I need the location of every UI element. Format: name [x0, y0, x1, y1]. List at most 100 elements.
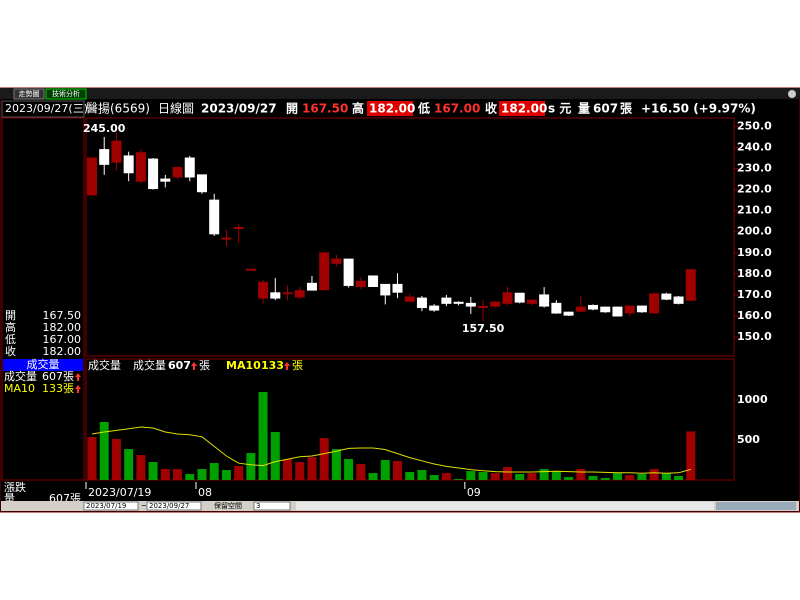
up-arrow	[191, 362, 197, 370]
low: 167.00	[434, 102, 480, 116]
candle-body	[99, 149, 110, 165]
volume-title: 成交量	[27, 357, 60, 371]
volume-bar	[551, 471, 561, 480]
y-tick-label: 1000	[737, 393, 768, 406]
tab-label: 走勢圖	[19, 89, 40, 98]
candle-body	[319, 252, 330, 291]
candle-body	[111, 140, 122, 163]
ma-line	[91, 426, 691, 474]
reserve-input[interactable]	[253, 501, 291, 511]
y-tick-label: 210.0	[737, 204, 772, 217]
candle-body	[649, 293, 660, 314]
end-date: 2023/09/27	[149, 502, 189, 510]
volume-bar	[136, 455, 146, 480]
volume-bar	[197, 469, 207, 480]
high: 182.00	[369, 102, 415, 116]
volume-bar	[246, 453, 256, 480]
up-arrow	[75, 385, 81, 393]
y-tick-label: 170.0	[737, 288, 772, 301]
volume-bar	[576, 469, 586, 480]
candle-body	[196, 174, 207, 193]
annotation: 245.00	[83, 122, 126, 135]
currency: s 元	[548, 102, 571, 116]
candle-body	[343, 258, 354, 286]
candle-body	[539, 294, 550, 307]
volume-bar	[478, 472, 488, 480]
stock-name: 醫揚(6569)	[86, 102, 150, 116]
zoom-buttons[interactable]	[716, 502, 796, 510]
volume-bar	[661, 473, 671, 480]
tab-bar	[0, 88, 800, 99]
scrollbar[interactable]	[296, 502, 714, 510]
candle-body	[282, 292, 293, 295]
tab-label: 技術分析	[52, 89, 80, 98]
candle-body	[661, 293, 672, 300]
volume-bar	[160, 469, 170, 480]
highlight	[499, 101, 545, 116]
up-arrow	[284, 362, 290, 370]
candle-body	[160, 178, 171, 182]
x-tick-label: 2023/07/19	[88, 486, 151, 499]
volume-bar	[527, 473, 537, 480]
y-tick-label: 240.0	[737, 140, 772, 153]
candle-body	[355, 280, 366, 287]
highlight	[367, 101, 413, 116]
volume-bar	[258, 392, 268, 480]
volume-bar	[490, 473, 500, 480]
volume: 607	[593, 102, 618, 116]
y-tick-label: 250.0	[737, 119, 772, 132]
search-icon[interactable]	[788, 90, 796, 98]
volume-bar	[331, 449, 341, 480]
volume-bar	[625, 475, 635, 480]
candle-body	[404, 296, 415, 302]
candle-body	[453, 301, 464, 304]
tab[interactable]	[13, 88, 45, 100]
volume-bar	[319, 438, 329, 480]
candle-body	[514, 292, 525, 303]
candle-body	[148, 158, 159, 190]
candle-body	[306, 282, 317, 291]
candle-body	[490, 301, 501, 307]
candle-body	[465, 302, 476, 307]
volume-bar	[429, 475, 439, 480]
candle-body	[600, 306, 611, 313]
volume-bar	[539, 469, 549, 480]
candle-body	[478, 306, 489, 309]
change: +16.50 (+9.97%)	[641, 102, 756, 116]
volume-bar	[221, 470, 231, 480]
legend-value: 607	[168, 359, 191, 372]
sidebar-label: 收	[5, 344, 16, 358]
volume-bar	[600, 478, 610, 480]
date-select[interactable]	[83, 501, 139, 511]
volume-bar	[649, 469, 659, 480]
volume-bar	[87, 437, 97, 480]
volume-bar	[612, 473, 622, 480]
annotation: 157.50	[462, 322, 505, 335]
volume-bar	[674, 476, 684, 480]
volume-bar	[356, 464, 366, 480]
label: 收	[485, 101, 497, 116]
candle-body	[526, 299, 537, 304]
volume-bar	[417, 470, 427, 480]
reserve-value: 3	[256, 502, 260, 510]
candle-body	[612, 306, 623, 317]
volume-bar	[380, 460, 390, 480]
tab[interactable]	[45, 88, 87, 100]
label: 高	[352, 101, 364, 116]
volume-bar	[588, 476, 598, 480]
candle-body	[123, 155, 134, 174]
volume-bar	[173, 469, 183, 480]
sidebar-label: 量	[4, 492, 15, 505]
candle-body	[441, 297, 452, 304]
volume-bar	[234, 466, 244, 480]
candle-body	[429, 305, 440, 311]
volume-bar	[283, 459, 293, 480]
legend-name: MA10	[226, 359, 261, 372]
sidebar-value: 167.00	[43, 333, 82, 346]
candle-body	[245, 268, 256, 271]
candle-body	[624, 305, 635, 314]
sidebar-label: 低	[5, 333, 16, 346]
sidebar-date: 2023/09/27(三)	[5, 102, 88, 115]
sidebar-label: 成交量	[4, 369, 37, 383]
date-select[interactable]	[146, 501, 202, 511]
